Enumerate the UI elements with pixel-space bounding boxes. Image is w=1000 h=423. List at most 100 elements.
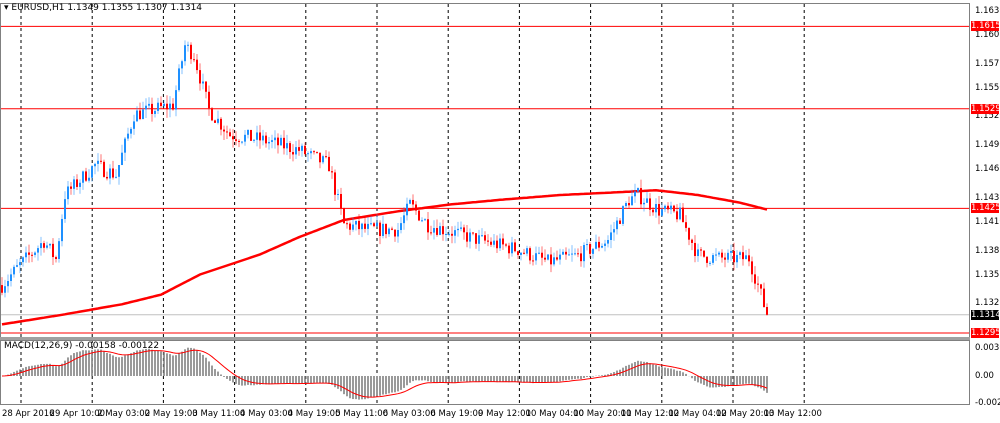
candle-body bbox=[640, 188, 642, 205]
bid-price-label: 1.1314 bbox=[971, 309, 1000, 320]
candle-body bbox=[451, 233, 453, 236]
candle-body bbox=[283, 137, 285, 149]
candle-body bbox=[622, 206, 624, 224]
candle-body bbox=[346, 223, 348, 225]
open-value: 1.1349 bbox=[67, 3, 99, 13]
candle-body bbox=[730, 251, 732, 253]
candle-body bbox=[19, 262, 21, 266]
candle-body bbox=[25, 252, 27, 258]
level-price-label: 1.1295 bbox=[971, 328, 1000, 338]
candle-body bbox=[499, 238, 501, 249]
candles bbox=[1, 40, 768, 316]
candle-body bbox=[199, 70, 201, 84]
candle-body bbox=[238, 140, 240, 142]
candle-body bbox=[736, 254, 738, 263]
candle-body bbox=[520, 252, 522, 255]
candle-body bbox=[475, 233, 477, 244]
candle-body bbox=[286, 143, 288, 149]
candle-body bbox=[703, 250, 705, 257]
candle-body bbox=[406, 203, 408, 216]
candle-body bbox=[319, 152, 321, 163]
candle-body bbox=[487, 240, 489, 242]
low-value: 1.1307 bbox=[136, 3, 168, 13]
price-tick-label: 1.1465 bbox=[975, 164, 1000, 175]
candle-body bbox=[748, 255, 750, 262]
candle-body bbox=[652, 209, 654, 213]
candle-body bbox=[250, 129, 252, 141]
candle-body bbox=[268, 141, 270, 144]
candle-body bbox=[478, 235, 480, 244]
candle-body bbox=[361, 223, 363, 230]
candle-body bbox=[178, 68, 180, 91]
candle-body bbox=[511, 242, 513, 254]
candle-body bbox=[97, 160, 99, 164]
candle-body bbox=[262, 135, 264, 141]
candle-body bbox=[352, 224, 354, 230]
candle-body bbox=[493, 240, 495, 245]
candle-body bbox=[244, 134, 246, 142]
candle-body bbox=[274, 137, 276, 141]
time-tick-label: 4 May 19:00 bbox=[287, 409, 341, 419]
candle-body bbox=[169, 103, 171, 110]
candle-body bbox=[604, 243, 606, 246]
candle-body bbox=[514, 242, 516, 252]
candle-body bbox=[253, 139, 255, 141]
candle-body bbox=[436, 228, 438, 235]
candle-body bbox=[562, 251, 564, 255]
candle-body bbox=[52, 243, 54, 258]
price-tick-label: 1.1605 bbox=[975, 29, 1000, 40]
candle-body bbox=[445, 233, 447, 235]
candle-body bbox=[418, 210, 420, 221]
candle-body bbox=[289, 143, 291, 153]
candle-body bbox=[157, 102, 159, 111]
candle-body bbox=[58, 241, 60, 259]
candle-body bbox=[259, 132, 261, 141]
candle-body bbox=[613, 229, 615, 233]
chart-frame bbox=[0, 3, 970, 405]
candle-body bbox=[247, 129, 249, 135]
candle-body bbox=[364, 223, 366, 229]
ma-line bbox=[1, 188, 768, 326]
candle-body bbox=[55, 257, 57, 259]
candle-body bbox=[631, 196, 633, 206]
symbol-label: EURUSD,H1 bbox=[11, 3, 65, 13]
time-tick-label: 28 Apr 2016 bbox=[2, 409, 55, 419]
candle-body bbox=[457, 228, 459, 231]
macd-signal-line bbox=[1, 349, 768, 398]
candle-body bbox=[586, 244, 588, 246]
candle-body bbox=[664, 205, 666, 210]
candle-body bbox=[91, 166, 93, 178]
candle-body bbox=[334, 172, 336, 195]
candle-body bbox=[100, 160, 102, 162]
price-tick-label: 1.1435 bbox=[975, 192, 1000, 203]
macd-signal-value: -0.00122 bbox=[118, 341, 160, 351]
candle-body bbox=[220, 118, 222, 130]
candle-body bbox=[682, 207, 684, 223]
candle-body bbox=[553, 257, 555, 265]
candle-body bbox=[460, 227, 462, 229]
candle-body bbox=[214, 120, 216, 123]
candle-body bbox=[442, 226, 444, 235]
candle-body bbox=[295, 147, 297, 155]
candle-body bbox=[658, 204, 660, 216]
candle-body bbox=[643, 202, 645, 205]
candle-body bbox=[535, 253, 537, 261]
candle-body bbox=[46, 245, 48, 248]
candle-body bbox=[523, 252, 525, 254]
candle-body bbox=[574, 253, 576, 255]
candle-body bbox=[391, 228, 393, 230]
candle-body bbox=[118, 164, 120, 177]
candle-body bbox=[181, 61, 183, 69]
triangle-down-icon[interactable]: ▾ bbox=[4, 3, 9, 13]
candle-body bbox=[205, 81, 207, 92]
candle-body bbox=[115, 176, 117, 178]
candle-body bbox=[592, 248, 594, 254]
candle-body bbox=[673, 205, 675, 212]
time-tick-label: 13 May 12:00 bbox=[763, 409, 822, 419]
level-lines bbox=[0, 25, 970, 334]
candle-body bbox=[661, 209, 663, 216]
candle-body bbox=[229, 132, 231, 137]
time-tick-label: 9 May 12:00 bbox=[478, 409, 531, 419]
candle-body bbox=[124, 138, 126, 153]
